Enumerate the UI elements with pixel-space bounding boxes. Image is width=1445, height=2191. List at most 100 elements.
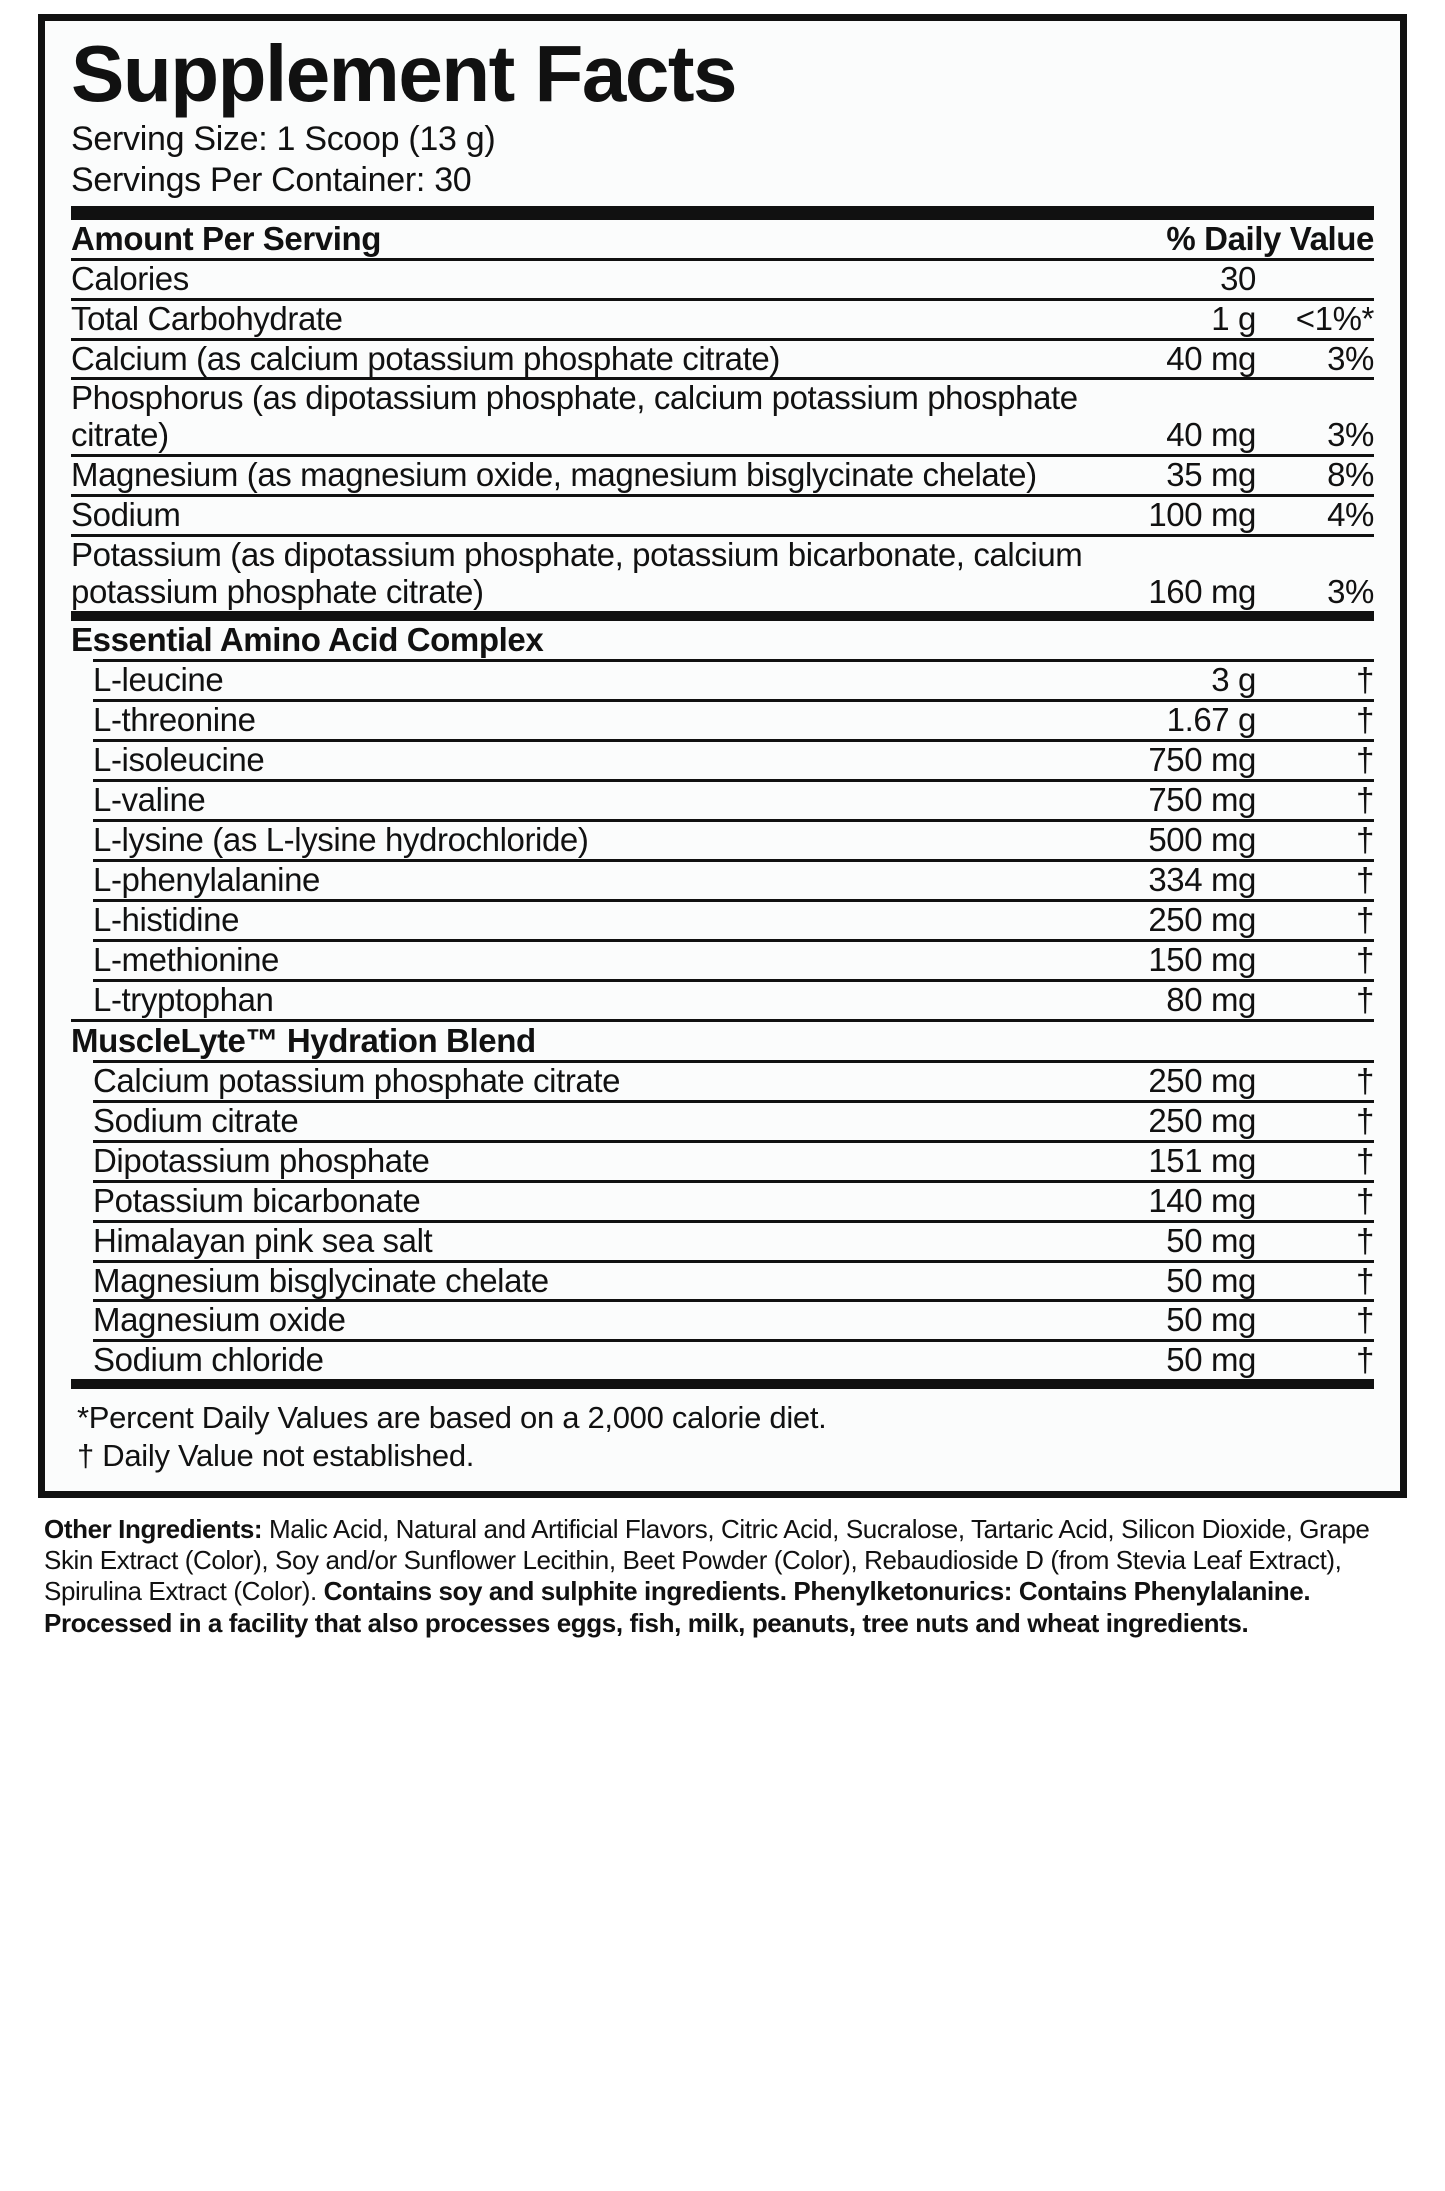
musclelyte-hydration-blend-heading: MuscleLyte™ Hydration Blend xyxy=(71,1021,536,1059)
divider-line xyxy=(93,1219,1374,1223)
percent-daily-value-note: *Percent Daily Values are based on a 2,0… xyxy=(77,1400,827,1436)
ingredient-daily-value: † xyxy=(1356,1221,1374,1259)
ingredient-amount: 80 mg xyxy=(1166,980,1256,1018)
row-divider xyxy=(71,1139,1374,1143)
ingredient-daily-value: † xyxy=(1356,1301,1374,1339)
ingredient-daily-value: † xyxy=(1356,1181,1374,1219)
ingredient-name: Dipotassium phosphate xyxy=(93,1141,430,1179)
ingredient-amount: 50 mg xyxy=(1166,1261,1256,1299)
other-ingredients: Other Ingredients: Malic Acid, Natural a… xyxy=(38,1498,1407,1639)
divider-line xyxy=(71,494,1374,498)
divider-line xyxy=(71,454,1374,458)
row-divider xyxy=(71,739,1374,743)
ingredient-daily-value: † xyxy=(1356,741,1374,779)
table-row: Calories 30 xyxy=(71,259,1374,298)
row-divider xyxy=(71,494,1374,498)
nutrient-amount: 1 g xyxy=(1211,299,1256,337)
nutrient-daily-value: 8% xyxy=(1327,456,1374,494)
ingredient-daily-value: † xyxy=(1356,860,1374,898)
nutrient-amount: 100 mg xyxy=(1148,496,1256,534)
ingredient-name: L-methionine xyxy=(93,940,279,978)
table-row: Himalayan pink sea salt 50 mg † xyxy=(71,1221,1374,1260)
row-divider xyxy=(71,1219,1374,1223)
ingredient-daily-value: † xyxy=(1356,1061,1374,1099)
row-divider xyxy=(71,337,1374,341)
row-divider xyxy=(71,1018,1374,1022)
servings-per-container-text: Servings Per Container: 30 xyxy=(71,160,472,199)
table-row: Sodium citrate 250 mg † xyxy=(71,1101,1374,1140)
ingredient-amount: 1.67 g xyxy=(1166,701,1257,739)
ingredient-daily-value: † xyxy=(1356,1141,1374,1179)
divider-line xyxy=(71,257,1374,261)
ingredient-daily-value: † xyxy=(1356,661,1374,699)
row-divider xyxy=(71,297,1374,301)
ingredient-amount: 50 mg xyxy=(1166,1221,1256,1259)
row-divider xyxy=(71,1259,1374,1263)
row-divider xyxy=(71,1059,1374,1063)
nutrient-amount: 30 xyxy=(1220,259,1256,297)
ingredient-name: Magnesium oxide xyxy=(93,1301,346,1339)
table-row: Phosphorus (as dipotassium phosphate, ca… xyxy=(71,380,1374,454)
ingredient-name: L-valine xyxy=(93,781,206,819)
ingredient-daily-value: † xyxy=(1356,900,1374,938)
table-row: Sodium chloride 50 mg † xyxy=(71,1341,1374,1379)
divider-line xyxy=(93,1299,1374,1303)
table-row: Calcium (as calcium potassium phosphate … xyxy=(71,339,1374,378)
nutrient-daily-value: 3% xyxy=(1327,416,1374,454)
table-row: L-lysine (as L-lysine hydrochloride) 500 … xyxy=(71,821,1374,859)
ingredient-amount: 500 mg xyxy=(1148,821,1256,858)
table-row: L-leucine 3 g † xyxy=(71,661,1374,699)
ingredient-name: Sodium chloride xyxy=(93,1341,324,1379)
blend-heading-row: MuscleLyte™ Hydration Blend xyxy=(71,1022,1374,1060)
nutrient-amount: 40 mg xyxy=(1166,416,1256,454)
divider-thick-top xyxy=(71,205,1374,220)
table-row: L-valine 750 mg † xyxy=(71,781,1374,819)
ingredient-name: L-lysine (as L-lysine hydrochloride) xyxy=(93,821,589,858)
table-row: L-threonine 1.67 g † xyxy=(71,701,1374,739)
ingredient-amount: 140 mg xyxy=(1148,1181,1256,1219)
nutrient-name: Calcium (as calcium potassium phosphate … xyxy=(71,339,780,377)
divider-line xyxy=(71,337,1374,341)
ingredient-daily-value: † xyxy=(1356,1261,1374,1299)
nutrient-daily-value: 4% xyxy=(1327,496,1374,534)
ingredient-amount: 250 mg xyxy=(1148,1061,1256,1099)
ingredient-name: L-histidine xyxy=(93,900,240,938)
divider-line xyxy=(93,1259,1374,1263)
divider-line xyxy=(93,659,1374,663)
supplement-facts-panel: Supplement Facts Serving Size: 1 Scoop (… xyxy=(38,14,1407,1499)
ingredient-amount: 750 mg xyxy=(1148,741,1256,779)
table-header-row: Amount Per Serving % Daily Value xyxy=(71,220,1374,258)
nutrient-name: Total Carbohydrate xyxy=(71,299,343,337)
other-ingredients-label: Other Ingredients: xyxy=(44,1514,263,1545)
divider-line xyxy=(71,1379,1374,1390)
table-row: Potassium (as dipotassium phosphate, pot… xyxy=(71,536,1374,611)
ingredient-name: L-threonine xyxy=(93,701,256,739)
header-amount-per-serving: Amount Per Serving xyxy=(71,219,382,257)
ingredient-amount: 3 g xyxy=(1211,661,1256,699)
nutrient-daily-value: 3% xyxy=(1327,573,1374,611)
row-divider xyxy=(71,1299,1374,1303)
ingredient-amount: 150 mg xyxy=(1148,940,1256,978)
ingredient-name: Sodium citrate xyxy=(93,1101,299,1139)
ingredient-daily-value: † xyxy=(1356,821,1374,858)
nutrient-daily-value: 3% xyxy=(1327,339,1374,377)
divider-line xyxy=(71,1018,1374,1022)
ingredient-daily-value: † xyxy=(1356,781,1374,819)
ingredient-daily-value: † xyxy=(1356,701,1374,739)
ingredient-amount: 50 mg xyxy=(1166,1341,1256,1379)
divider-line xyxy=(93,1059,1374,1063)
ingredient-name: Calcium potassium phosphate citrate xyxy=(93,1061,621,1099)
divider-line xyxy=(93,1339,1374,1343)
divider-line xyxy=(93,819,1374,822)
nutrient-name: Magnesium (as magnesium oxide, magnesium… xyxy=(71,456,1037,494)
ingredient-daily-value: † xyxy=(1356,1341,1374,1379)
row-divider xyxy=(71,938,1374,942)
divider-line xyxy=(93,898,1374,902)
divider-line xyxy=(93,938,1374,942)
table-row: L-methionine 150 mg † xyxy=(71,940,1374,979)
row-divider xyxy=(71,699,1374,703)
nutrient-daily-value xyxy=(1264,261,1374,298)
ingredient-name: Potassium bicarbonate xyxy=(93,1181,421,1219)
row-divider xyxy=(71,779,1374,783)
